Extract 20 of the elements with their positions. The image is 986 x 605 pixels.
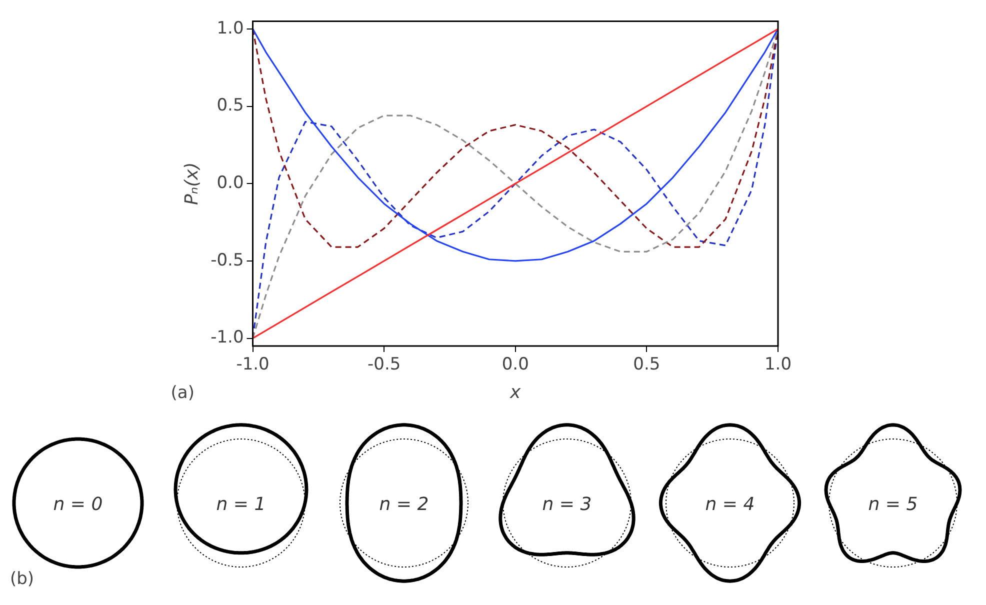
y-axis-title: Pₙ(x) bbox=[181, 162, 202, 205]
x-axis-title: x bbox=[509, 382, 522, 403]
text: n = 4 bbox=[705, 494, 755, 515]
text: n = 0 bbox=[53, 494, 103, 515]
text: n = 1 bbox=[216, 494, 266, 515]
y-tick-label: -0.5 bbox=[210, 250, 244, 270]
x-tick-label: 0.5 bbox=[633, 354, 660, 375]
x-tick-label: 0.0 bbox=[502, 354, 529, 375]
y-tick-label: -1.0 bbox=[210, 328, 244, 348]
text: (b) bbox=[10, 569, 34, 589]
text: n = 3 bbox=[542, 494, 592, 515]
text: (a) bbox=[170, 383, 194, 403]
x-tick-label: 1.0 bbox=[764, 354, 792, 375]
y-tick-label: 0.5 bbox=[216, 96, 244, 116]
y-tick-label: 1.0 bbox=[216, 18, 244, 38]
text: n = 5 bbox=[868, 494, 918, 515]
text: n = 2 bbox=[379, 494, 429, 515]
x-tick-label: -0.5 bbox=[367, 354, 401, 375]
y-tick-label: 0.0 bbox=[216, 173, 244, 194]
x-tick-label: -1.0 bbox=[236, 354, 270, 375]
